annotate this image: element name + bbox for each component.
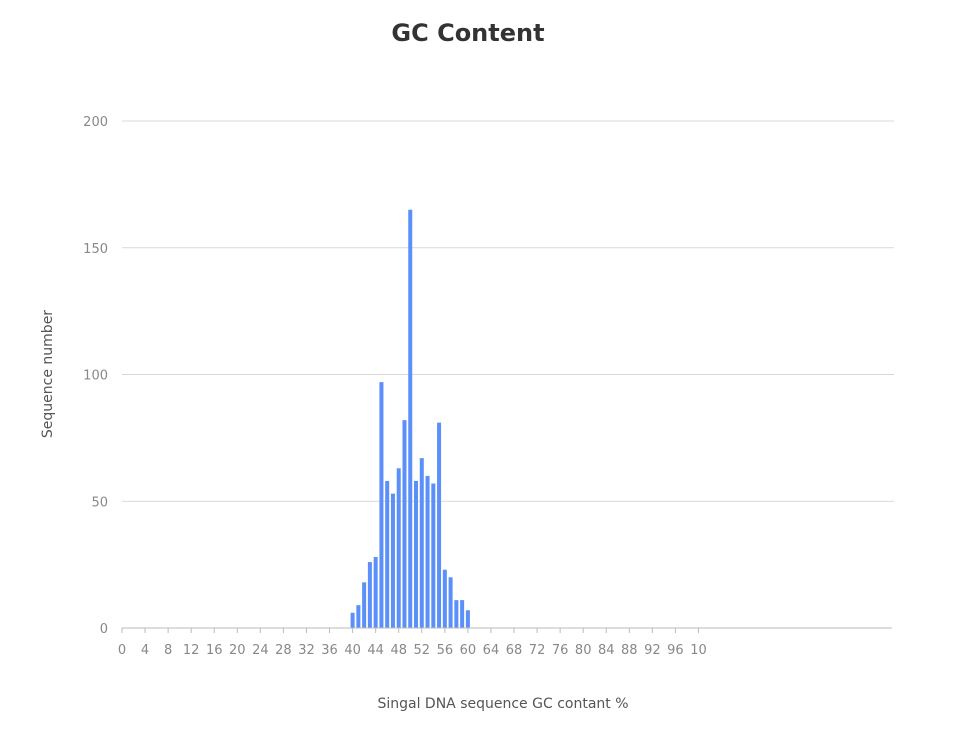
x-axis: 0 4 8 12 16 20 24 28 32 36 40 44 48 52 56 60 64 68 72 76 80 8… <box>118 627 892 658</box>
x-tick-label: 52 <box>414 643 431 658</box>
bar <box>460 600 465 628</box>
grid-lines <box>122 120 894 502</box>
bars <box>350 209 470 629</box>
x-tick-label: 60 <box>460 643 477 658</box>
x-tick-label: 84 <box>598 643 615 658</box>
bar <box>367 562 372 628</box>
bar <box>350 612 355 628</box>
x-tick-label: 20 <box>229 643 246 658</box>
x-tick-label: 64 <box>483 643 500 658</box>
bar <box>396 468 401 628</box>
bar <box>414 480 419 628</box>
x-tick-label: 40 <box>344 643 361 658</box>
x-tick-label: 24 <box>252 643 269 658</box>
bar <box>465 610 470 628</box>
x-tick-label: 92 <box>644 643 661 658</box>
bar <box>425 475 430 628</box>
bar <box>442 569 447 628</box>
y-tick-label: 0 <box>100 622 108 637</box>
x-tick-label: 68 <box>506 643 523 658</box>
x-tick-label: 44 <box>367 643 384 658</box>
x-tick-label: 76 <box>552 643 569 658</box>
x-tick-label: 36 <box>321 643 338 658</box>
x-tick-label: 32 <box>298 643 315 658</box>
y-tick-label: 100 <box>83 369 108 384</box>
bar <box>431 483 436 628</box>
x-tick-label: 80 <box>575 643 592 658</box>
y-tick-label: 50 <box>91 495 108 510</box>
bar <box>448 577 453 628</box>
x-tick-label: 28 <box>275 643 292 658</box>
x-tick-label: 0 <box>118 643 126 658</box>
y-axis-label: Sequence number <box>40 310 56 438</box>
x-tick-label: 88 <box>621 643 638 658</box>
x-axis-label: Singal DNA sequence GC contant % <box>377 696 628 712</box>
y-tick-label: 150 <box>83 242 108 257</box>
x-tick-label: 10 <box>690 643 707 658</box>
x-tick-label: 56 <box>437 643 454 658</box>
x-tick-label: 16 <box>206 643 223 658</box>
bar <box>373 557 378 628</box>
bar <box>402 420 407 628</box>
bar <box>419 458 424 628</box>
x-tick-label: 72 <box>529 643 546 658</box>
bar <box>356 605 361 628</box>
y-axis-ticks: 0 50 100 150 200 <box>83 115 108 637</box>
x-tick-label: 48 <box>390 643 407 658</box>
x-tick-label: 4 <box>141 643 149 658</box>
y-tick-label: 200 <box>83 115 108 130</box>
bar <box>379 382 384 628</box>
x-tick-label: 8 <box>164 643 172 658</box>
x-tick-label: 96 <box>667 643 684 658</box>
bar <box>385 480 390 628</box>
bar <box>362 582 367 628</box>
bar <box>437 422 442 628</box>
bar <box>454 600 459 628</box>
bar <box>390 493 395 628</box>
bar <box>408 209 413 629</box>
x-tick-label: 12 <box>183 643 200 658</box>
chart-title: GC Content <box>391 19 544 47</box>
